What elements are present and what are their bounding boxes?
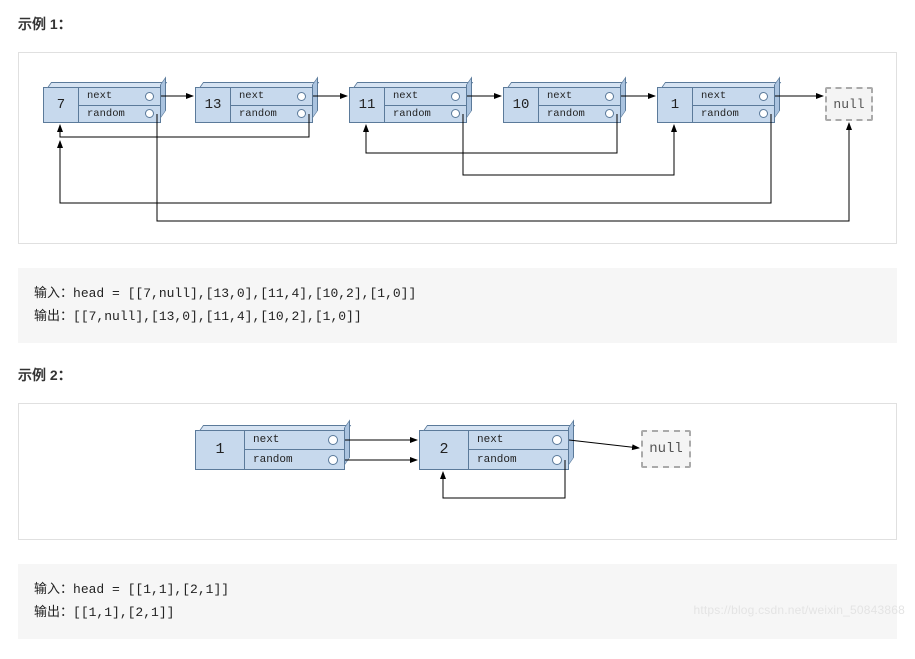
next-ptr: next [79,88,160,106]
ex1-node-0: 7 next random [43,87,161,123]
random-ptr: random [245,450,344,469]
output-label: 输出： [34,605,73,620]
random-ptr: random [693,106,774,123]
random-ptr: random [539,106,620,123]
next-ptr: next [385,88,466,106]
output-text: [[1,1],[2,1]] [73,605,174,620]
next-ptr: next [231,88,312,106]
example2-diagram-container: 1 next random 2 next random null [18,403,897,540]
node-value: 10 [504,88,539,122]
ex1-node-4: 1 next random [657,87,775,123]
example1-heading: 示例 1： [18,14,897,34]
ex2-node-1: 2 next random [419,430,569,470]
output-label: 输出： [34,309,73,324]
ex1-node-3: 10 next random [503,87,621,123]
example2-heading: 示例 2： [18,365,897,385]
example2-codeblock: 输入：head = [[1,1],[2,1]] 输出：[[1,1],[2,1]] [18,564,897,639]
node-value: 2 [420,431,469,469]
next-ptr: next [469,431,568,451]
node-value: 1 [196,431,245,469]
next-ptr: next [245,431,344,451]
node-value: 11 [350,88,385,122]
random-ptr: random [469,450,568,469]
example1-diagram: 7 next random 13 next random 11 next ran… [35,75,881,225]
input-text: head = [[1,1],[2,1]] [73,582,229,597]
output-text: [[7,null],[13,0],[11,4],[10,2],[1,0]] [73,309,362,324]
input-text: head = [[7,null],[13,0],[11,4],[10,2],[1… [73,286,416,301]
ex2-null-box: null [641,430,691,468]
node-value: 7 [44,88,79,122]
next-ptr: next [693,88,774,106]
example1-diagram-container: 7 next random 13 next random 11 next ran… [18,52,897,244]
ex1-node-1: 13 next random [195,87,313,123]
input-label: 输入： [34,286,73,301]
node-value: 1 [658,88,693,122]
ex2-node-0: 1 next random [195,430,345,470]
random-ptr: random [385,106,466,123]
node-value: 13 [196,88,231,122]
example2-diagram: 1 next random 2 next random null [35,426,881,521]
random-ptr: random [79,106,160,123]
next-ptr: next [539,88,620,106]
watermark: https://blog.csdn.net/weixin_50843868 [693,603,905,617]
random-ptr: random [231,106,312,123]
ex1-null-box: null [825,87,873,121]
example1-codeblock: 输入：head = [[7,null],[13,0],[11,4],[10,2]… [18,268,897,343]
input-label: 输入： [34,582,73,597]
ex1-node-2: 11 next random [349,87,467,123]
